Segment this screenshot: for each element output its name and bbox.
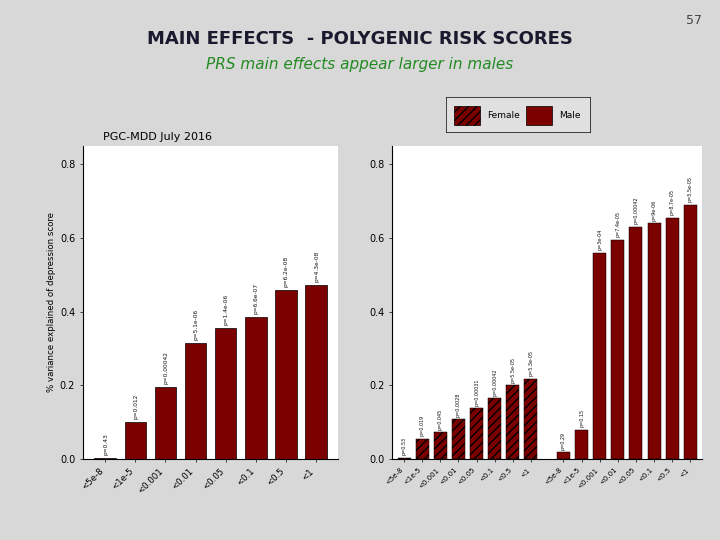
Bar [557,453,570,459]
Text: p=1.4e-06: p=1.4e-06 [224,294,229,325]
Text: p=0.29: p=0.29 [561,432,566,450]
Bar [125,422,146,459]
Text: PGC-MDD July 2016: PGC-MDD July 2016 [103,132,212,142]
Bar [506,386,519,459]
FancyBboxPatch shape [526,106,552,125]
Bar [524,379,537,459]
Text: Male: Male [559,111,580,120]
Text: p=0.019: p=0.019 [420,415,425,436]
Bar [397,458,410,459]
Text: p=0.53: p=0.53 [402,437,407,455]
Text: p=0.00031: p=0.00031 [474,378,479,406]
Bar [215,328,236,459]
Text: Female: Female [487,111,519,120]
Text: p=6.2e-08: p=6.2e-08 [284,255,289,287]
Text: p=5.1e-06: p=5.1e-06 [194,309,199,340]
Bar [488,398,501,459]
Bar [611,240,624,459]
Text: p=0.0028: p=0.0028 [456,392,461,417]
Text: p=3e-04: p=3e-04 [597,229,602,250]
Text: p=0.045: p=0.045 [438,409,443,430]
Bar [452,419,465,459]
Text: p=5.5e-05: p=5.5e-05 [510,357,516,383]
Text: p=5.3e-05: p=5.3e-05 [528,350,534,376]
Text: 57: 57 [686,14,702,26]
Bar [415,438,429,459]
Bar [575,429,588,459]
Text: p=6.6e-07: p=6.6e-07 [254,283,259,314]
Text: p=4.3e-08: p=4.3e-08 [314,251,319,282]
Bar [275,289,297,459]
Bar [684,205,697,459]
Text: p=0.43: p=0.43 [104,433,108,455]
Text: MAIN EFFECTS  - POLYGENIC RISK SCORES: MAIN EFFECTS - POLYGENIC RISK SCORES [147,30,573,48]
Bar [629,227,642,459]
Text: p=0.012: p=0.012 [133,394,138,419]
Y-axis label: % variance explained of depression score: % variance explained of depression score [47,212,55,393]
Bar [665,218,679,459]
Text: p=9e-06: p=9e-06 [652,199,657,221]
Text: p=0.00042: p=0.00042 [634,197,639,224]
Bar [155,387,176,459]
Text: PRS main effects appear larger in males: PRS main effects appear larger in males [207,57,513,72]
Bar [593,253,606,459]
Text: p=7.4e-05: p=7.4e-05 [616,211,621,237]
Text: p=0.15: p=0.15 [579,409,584,427]
Bar [305,285,327,459]
Text: p=0.00042: p=0.00042 [492,368,498,396]
Bar [647,223,660,459]
Text: p=5.5e-05: p=5.5e-05 [688,176,693,202]
Bar [245,317,266,459]
Text: p=0.00042: p=0.00042 [163,351,168,384]
Bar [470,408,483,459]
FancyBboxPatch shape [454,106,480,125]
Bar [94,457,116,459]
Bar [185,343,207,459]
Bar [434,433,447,459]
Text: p=8.7e-05: p=8.7e-05 [670,189,675,215]
